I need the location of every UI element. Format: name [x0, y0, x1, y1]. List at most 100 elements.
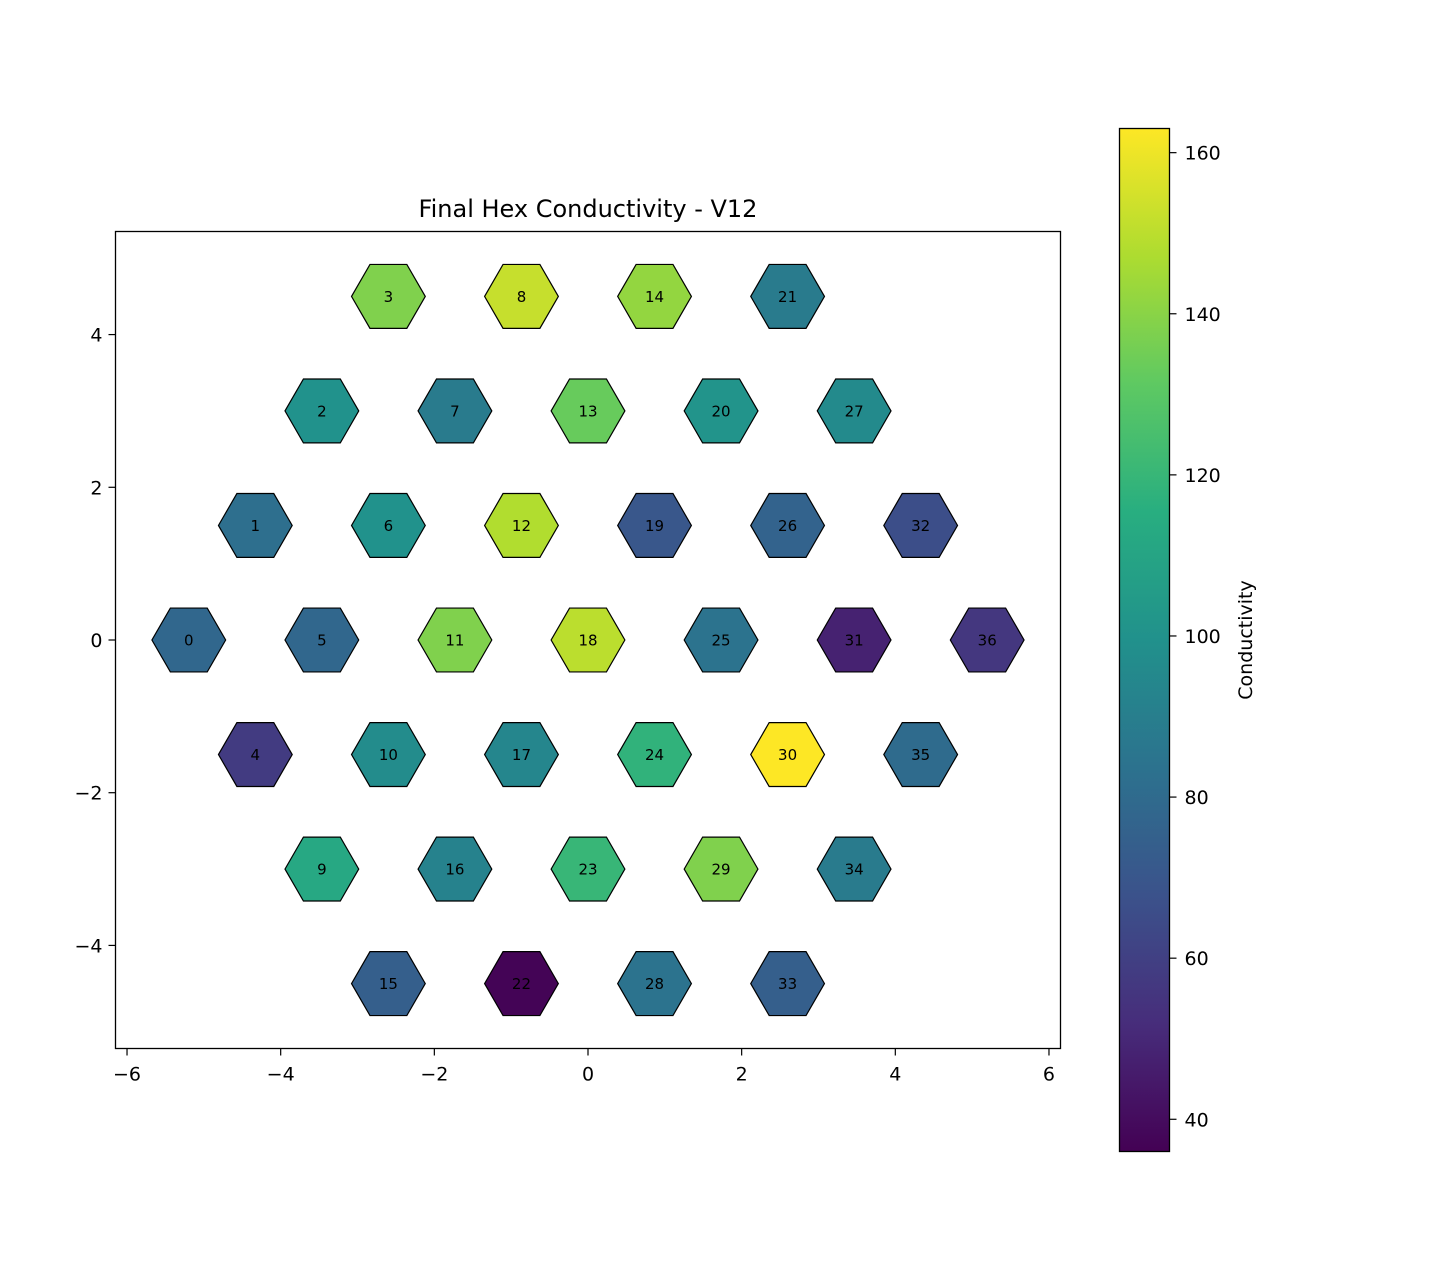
x-tick-label: −2	[420, 1064, 448, 1086]
hex-cell-label: 28	[645, 975, 664, 993]
hex-cell	[350, 951, 426, 1017]
hex-cell-label: 7	[450, 402, 460, 420]
x-tick-label: 4	[889, 1064, 901, 1086]
hex-cell	[683, 378, 759, 444]
colorbar-tick-label: 80	[1185, 787, 1209, 809]
hex-cell	[949, 607, 1025, 673]
y-axis: −4 −2 0 2 4	[74, 325, 116, 957]
hex-cell	[616, 492, 693, 559]
colorbar-tick-label: 100	[1185, 626, 1221, 648]
colorbar-tick-label: 60	[1185, 948, 1209, 970]
colorbar-tick-label: 40	[1185, 1109, 1209, 1131]
colorbar-tick-label: 160	[1185, 143, 1221, 165]
hex-cell-label: 6	[384, 517, 394, 535]
hex-cell	[284, 836, 360, 902]
hex-cell-label: 8	[517, 288, 527, 306]
hex-cell-label: 17	[512, 746, 531, 764]
hex-cell-label: 3	[384, 288, 394, 306]
hex-cell-label: 34	[845, 861, 864, 879]
hex-cell	[483, 951, 560, 1017]
hex-cell	[883, 492, 959, 559]
hex-cell	[750, 263, 826, 329]
hex-cell-label: 33	[778, 975, 797, 993]
hex-cell-label: 27	[845, 402, 864, 420]
hex-cell-label: 25	[712, 632, 731, 650]
y-tick-label: 2	[90, 477, 102, 499]
hex-cell-label: 5	[317, 632, 327, 650]
colorbar-tick-label: 140	[1185, 304, 1221, 326]
hex-cell	[417, 607, 493, 673]
hex-cell-label: 14	[645, 288, 664, 306]
hex-cell	[483, 492, 560, 559]
hex-cell-label: 26	[778, 517, 797, 535]
hex-cell	[683, 607, 759, 673]
hex-cell	[151, 607, 227, 673]
hex-cell	[816, 836, 892, 902]
hex-cell-label: 4	[251, 746, 261, 764]
x-tick-label: 2	[736, 1064, 748, 1086]
hex-cell-label: 13	[578, 402, 597, 420]
hex-cell-label: 31	[845, 632, 864, 650]
hex-cell	[217, 492, 293, 559]
hex-cell-label: 11	[445, 632, 464, 650]
y-tick-label: −4	[74, 935, 102, 957]
chart-title: Final Hex Conductivity - V12	[419, 195, 758, 223]
hex-cell-label: 35	[911, 746, 930, 764]
hex-cell-label: 1	[251, 517, 261, 535]
hex-cell	[683, 836, 759, 902]
hex-cell	[417, 378, 493, 444]
hex-cell	[284, 378, 360, 444]
hex-cells: 0123456789101112131415161718192021222324…	[151, 263, 1025, 1017]
hex-cell	[550, 378, 626, 444]
colorbar-label: Conductivity	[1235, 580, 1257, 699]
x-tick-label: −4	[267, 1064, 295, 1086]
hex-cell	[217, 721, 293, 788]
hex-cell	[284, 607, 360, 673]
y-tick-label: 4	[90, 325, 102, 347]
hex-cell-label: 24	[645, 746, 664, 764]
hex-cell-label: 18	[578, 632, 597, 650]
hex-cell-label: 21	[778, 288, 797, 306]
hex-cell-label: 29	[712, 861, 731, 879]
hex-cell-label: 30	[778, 746, 797, 764]
hex-cell	[816, 607, 892, 673]
colorbar	[1118, 127, 1171, 1153]
hex-cell	[616, 263, 693, 329]
hex-cell-label: 19	[645, 517, 664, 535]
hex-cell-label: 32	[911, 517, 930, 535]
hex-cell	[750, 951, 826, 1017]
colorbar-tick-label: 120	[1185, 465, 1221, 487]
hex-cell-label: 22	[512, 975, 531, 993]
y-tick-label: 0	[90, 630, 102, 652]
hex-cell	[883, 721, 959, 788]
hex-cell-label: 23	[578, 861, 597, 879]
hex-cell	[483, 721, 560, 788]
hex-cell-label: 12	[512, 517, 531, 535]
hex-cell	[616, 721, 693, 788]
hex-cell-label: 15	[379, 975, 398, 993]
hex-cell	[417, 836, 493, 902]
hex-cell	[350, 721, 426, 788]
x-axis: −6 −4 −2 0 2 4 6	[113, 1048, 1055, 1086]
hex-cell-label: 36	[978, 632, 997, 650]
hex-cell	[616, 951, 693, 1017]
hex-cell-label: 20	[712, 402, 731, 420]
hex-cell-label: 9	[317, 861, 327, 879]
x-tick-label: 6	[1043, 1064, 1055, 1086]
hex-cell	[550, 836, 626, 902]
colorbar-axis: 40 60 80 100 120 140 160	[1169, 143, 1221, 1131]
hex-cell	[750, 492, 826, 559]
hex-cell	[483, 263, 560, 329]
hex-cell	[816, 378, 892, 444]
hex-cell-label: 2	[317, 402, 327, 420]
hex-cell	[350, 492, 426, 559]
hex-cell-label: 16	[445, 861, 464, 879]
hex-cell	[750, 721, 826, 788]
hex-cell	[350, 263, 426, 329]
x-tick-label: 0	[582, 1064, 594, 1086]
y-tick-label: −2	[74, 783, 102, 805]
hex-cell-label: 0	[184, 632, 194, 650]
hex-cell-label: 10	[379, 746, 398, 764]
x-tick-label: −6	[113, 1064, 141, 1086]
